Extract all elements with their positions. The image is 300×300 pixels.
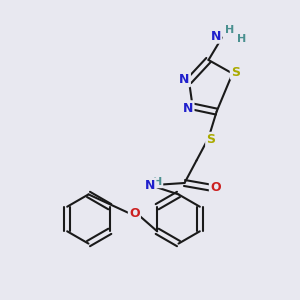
Text: N: N (211, 29, 221, 43)
Text: S: S (231, 65, 240, 79)
Text: H: H (237, 34, 246, 44)
Text: N: N (183, 101, 193, 115)
Text: N: N (179, 73, 190, 86)
Text: H: H (225, 25, 234, 35)
Text: N: N (145, 178, 155, 192)
Text: O: O (210, 181, 221, 194)
Text: H: H (153, 177, 162, 187)
Text: O: O (129, 207, 140, 220)
Text: S: S (206, 133, 215, 146)
